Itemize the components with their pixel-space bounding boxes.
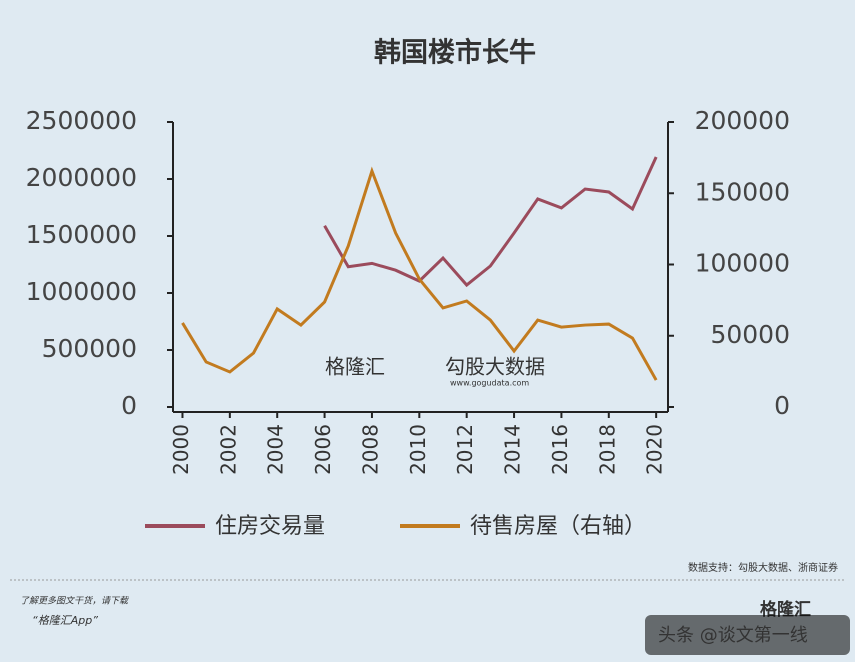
watermark: 格隆汇	[325, 355, 385, 379]
y-tick-label: 500000	[42, 334, 137, 363]
x-tick-label: 2004	[264, 424, 288, 475]
y-tick-label: 0	[121, 391, 137, 420]
x-tick-label: 2018	[595, 424, 619, 475]
y-tick-label: 2000000	[26, 163, 137, 192]
y2-tick-label: 0	[774, 391, 790, 420]
x-tick-label: 2012	[453, 424, 477, 475]
y-tick-label: 1500000	[26, 220, 137, 249]
x-tick-label: 2016	[548, 424, 572, 475]
series-line	[181, 166, 658, 381]
x-tick-label: 2008	[358, 424, 382, 475]
footer-app: “格隆汇App”	[32, 614, 98, 627]
x-tick-label: 2002	[216, 424, 240, 475]
x-tick-label: 2020	[643, 424, 667, 475]
source: 数据支持：勾股大数据、浙商证券	[688, 561, 838, 574]
footer-note: 了解更多图文干货，请下载	[20, 596, 129, 607]
x-tick-label: 2006	[311, 424, 335, 475]
y2-tick-label: 100000	[695, 249, 790, 278]
y2-tick-label: 150000	[695, 177, 790, 206]
watermark: 勾股大数据	[445, 355, 545, 379]
y-tick-label: 1000000	[26, 277, 137, 306]
y2-tick-label: 200000	[695, 106, 790, 135]
credit-box	[645, 615, 850, 655]
credit: 头条 @谈文第一线	[658, 625, 808, 646]
logo: 格隆汇	[760, 599, 811, 620]
x-tick-label: 2014	[501, 424, 525, 475]
y2-tick-label: 50000	[710, 320, 790, 349]
legend-label: 待售房屋（右轴）	[470, 514, 646, 539]
legend-label: 住房交易量	[215, 514, 325, 539]
x-tick-label: 2000	[169, 424, 193, 475]
series-line	[323, 156, 658, 288]
y-tick-label: 2500000	[26, 106, 137, 135]
x-tick-label: 2010	[406, 424, 430, 475]
chart-title: 韩国楼市长牛	[374, 37, 536, 69]
watermark: www.gogudata.com	[450, 379, 529, 388]
